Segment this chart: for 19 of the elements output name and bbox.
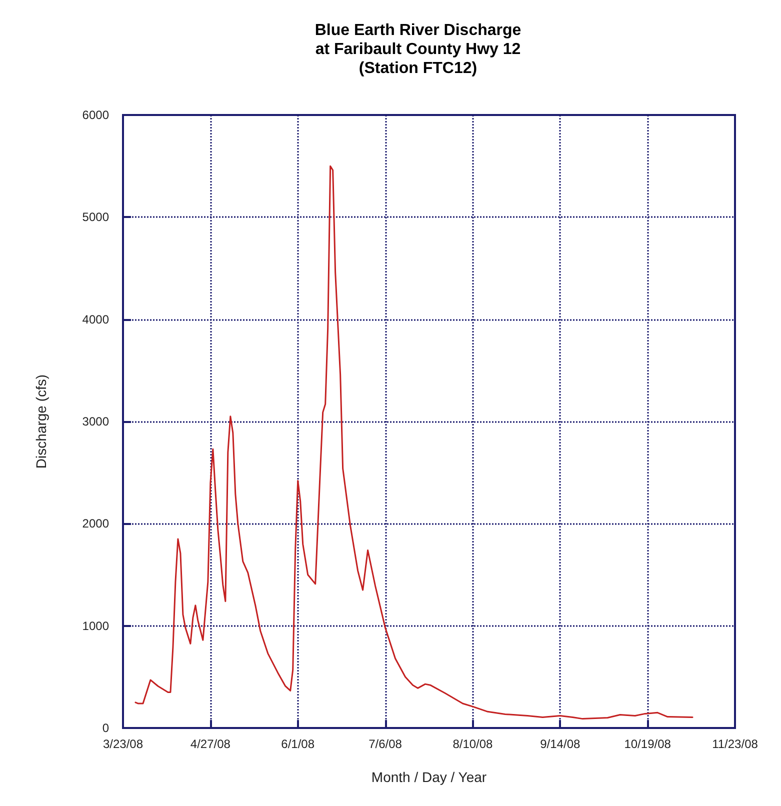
y-tick-label: 5000 (82, 210, 110, 224)
x-tick-label: 7/6/08 (368, 737, 402, 751)
y-tick-label: 3000 (82, 414, 110, 428)
y-axis-title: Discharge (cfs) (33, 374, 49, 469)
chart-title: Blue Earth River Discharge at Faribault County Hwy 12 (Station FTC12) (314, 22, 522, 77)
y-tick-label: 1000 (82, 618, 110, 633)
y-tick-label: 2000 (82, 516, 110, 531)
x-tick-label: 4/27/08 (190, 737, 231, 751)
x-tick-label: 10/19/08 (624, 737, 672, 751)
x-tick-label: 6/1/08 (281, 737, 315, 751)
x-tick-label: 8/10/08 (452, 737, 494, 751)
y-tick-label: 0 (102, 721, 110, 735)
line-series (134, 165, 694, 720)
x-axis-title: Month / Day / Year (371, 769, 487, 785)
x-tick-label: 9/14/08 (540, 737, 580, 751)
y-tick-label: 4000 (82, 312, 110, 326)
x-tick-label: 3/23/08 (102, 737, 144, 751)
y-tick-label: 6000 (82, 108, 110, 122)
x-tick-label: 11/23/08 (712, 737, 758, 751)
